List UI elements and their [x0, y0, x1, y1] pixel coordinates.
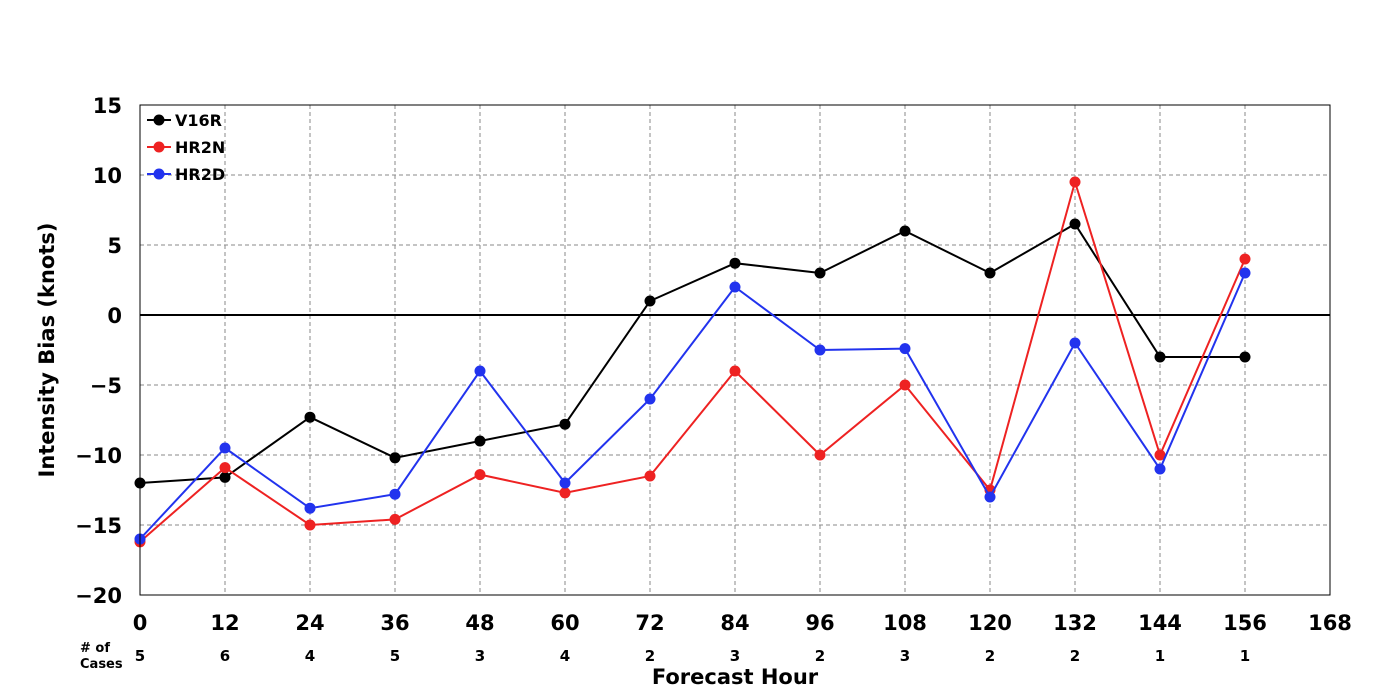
case-count: 2	[645, 647, 655, 665]
x-tick-label: 144	[1138, 611, 1182, 635]
case-count: 4	[305, 647, 315, 665]
data-point-v16r	[1069, 218, 1081, 230]
data-point-hr2n	[1069, 176, 1081, 188]
case-count: 1	[1155, 647, 1165, 665]
x-tick-label: 132	[1053, 611, 1097, 635]
x-tick-label: 72	[635, 611, 664, 635]
y-tick-label: −15	[75, 514, 122, 538]
case-count: 5	[135, 647, 145, 665]
y-tick-label: 5	[107, 234, 122, 258]
x-tick-label: 60	[550, 611, 579, 635]
x-tick-label: 108	[883, 611, 927, 635]
case-counts-row: # of Cases 5 6 4 5 3 4 2 3 2 3 2 2 1 1	[80, 641, 1250, 672]
data-point-v16r	[304, 411, 316, 423]
series-layer	[134, 176, 1251, 548]
case-count: 2	[815, 647, 825, 665]
case-count: 6	[220, 647, 230, 665]
data-point-v16r	[219, 471, 231, 483]
x-tick-label: 156	[1223, 611, 1267, 635]
x-tick-label: 84	[720, 611, 749, 635]
series-line-v16r	[139, 222, 1245, 484]
data-point-hr2d	[304, 502, 316, 514]
legend-marker-v16r	[153, 114, 165, 126]
data-point-hr2d	[984, 491, 996, 503]
data-point-hr2n	[899, 379, 911, 391]
legend-label-hr2n: HR2N	[175, 138, 225, 157]
x-tick-label: 48	[465, 611, 494, 635]
data-point-v16r	[644, 295, 656, 307]
case-count: 3	[900, 647, 910, 665]
x-tick-label: 168	[1308, 611, 1352, 635]
data-point-hr2d	[729, 281, 741, 293]
data-point-hr2n	[1239, 253, 1251, 265]
x-tick-label: 96	[805, 611, 834, 635]
data-point-hr2n	[559, 487, 571, 499]
x-tick-label: 36	[380, 611, 409, 635]
y-axis-ticks: 15 10 5 0 −5 −10 −15 −20	[75, 94, 122, 608]
data-point-hr2d	[559, 477, 571, 489]
legend-label-v16r: V16R	[175, 111, 222, 130]
legend-marker-hr2n	[153, 141, 165, 153]
data-point-hr2n	[304, 519, 316, 531]
data-point-v16r	[984, 267, 996, 279]
case-count: 3	[730, 647, 740, 665]
series-line-hr2n	[139, 178, 1246, 543]
data-point-hr2n	[814, 449, 826, 461]
case-count: 1	[1240, 647, 1250, 665]
y-tick-label: −5	[90, 374, 122, 398]
y-tick-label: −10	[75, 444, 122, 468]
data-point-hr2d	[1154, 463, 1166, 475]
data-point-hr2n	[389, 513, 401, 525]
case-count: 5	[390, 647, 400, 665]
y-tick-label: 15	[93, 94, 122, 118]
y-tick-label: −20	[75, 584, 122, 608]
plot-frame	[139, 104, 1331, 596]
cases-title-line2: Cases	[80, 657, 123, 672]
data-point-v16r	[1154, 351, 1166, 363]
x-axis-title: Forecast Hour	[652, 665, 819, 689]
y-tick-label: 10	[93, 164, 122, 188]
case-count: 2	[985, 647, 995, 665]
x-axis-ticks: 0 12 24 36 48 60 72 84 96 108 120 132 144 156 168	[133, 611, 1352, 635]
legend-marker-hr2d	[153, 168, 165, 180]
data-point-v16r	[814, 267, 826, 279]
data-point-hr2d	[899, 343, 911, 355]
data-point-v16r	[559, 418, 571, 430]
legend: V16R HR2N HR2D	[147, 111, 225, 184]
data-point-hr2n	[1154, 449, 1166, 461]
x-tick-label: 24	[295, 611, 324, 635]
data-point-hr2n	[474, 469, 486, 481]
data-point-hr2n	[219, 462, 231, 474]
data-point-hr2d	[814, 344, 826, 356]
data-point-v16r	[729, 257, 741, 269]
y-axis-title: Intensity Bias (knots)	[35, 223, 59, 478]
data-point-hr2d	[219, 442, 231, 454]
data-point-v16r	[474, 435, 486, 447]
data-point-hr2d	[1239, 267, 1251, 279]
data-point-hr2d	[474, 365, 486, 377]
series-line-hr2d	[139, 272, 1246, 540]
data-point-v16r	[389, 452, 401, 464]
data-point-hr2d	[389, 488, 401, 500]
x-tick-label: 0	[133, 611, 148, 635]
data-point-hr2d	[1069, 337, 1081, 349]
grid-layer	[140, 105, 1330, 595]
data-point-v16r	[1239, 351, 1251, 363]
data-point-v16r	[899, 225, 911, 237]
data-point-hr2n	[729, 365, 741, 377]
data-point-hr2n	[644, 470, 656, 482]
data-point-hr2d	[644, 393, 656, 405]
y-tick-label: 0	[107, 304, 122, 328]
x-tick-label: 12	[210, 611, 239, 635]
case-count: 4	[560, 647, 570, 665]
case-count: 3	[475, 647, 485, 665]
x-tick-label: 120	[968, 611, 1012, 635]
legend-label-hr2d: HR2D	[175, 165, 225, 184]
cases-title-line1: # of	[80, 641, 110, 656]
case-count: 2	[1070, 647, 1080, 665]
